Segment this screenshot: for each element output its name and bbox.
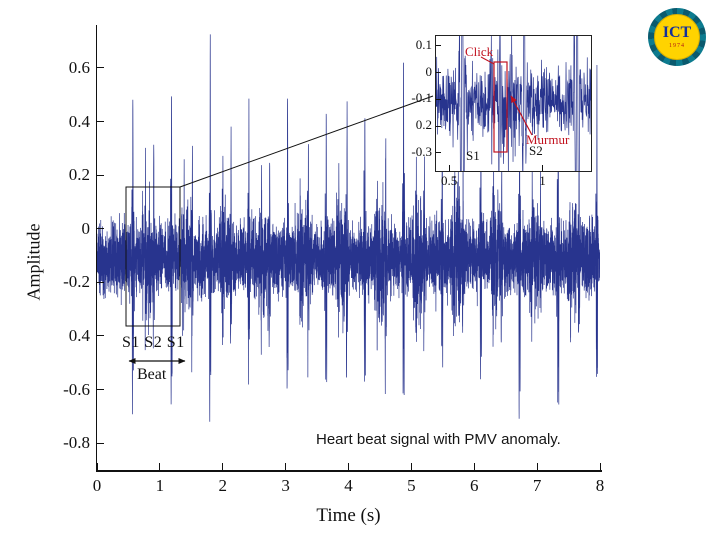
y-tick-label: 0.4 <box>68 325 90 345</box>
x-tick-label: 6 <box>470 476 479 495</box>
figure-caption: Heart beat signal with PMV anomaly. <box>316 431 561 448</box>
murmur-label: Murmur <box>526 132 570 147</box>
x-tick-label: 8 <box>595 476 605 495</box>
x-tick-label: 4 <box>344 476 353 495</box>
inset-s2-label: S2 <box>529 143 543 158</box>
y-tick-label: 0.6 <box>68 57 90 77</box>
x-tick-label: 2 <box>218 476 228 495</box>
ict-logo-year: 1974 <box>669 43 685 49</box>
click-label: Click <box>465 44 494 59</box>
y-axis-title: Amplitude <box>23 223 44 301</box>
x-axis-line <box>95 470 602 472</box>
x-axis-title: Time (s) <box>316 505 381 526</box>
y-tick-label: -0.6 <box>63 379 90 399</box>
y-tick-label: 0 <box>81 218 91 238</box>
x-tick-label: 0 <box>92 476 102 495</box>
x-tick-label: 7 <box>532 476 542 495</box>
x-tick-label: 5 <box>407 476 416 495</box>
beat-label: Beat <box>137 366 167 383</box>
ict-logo-face: ICT 1974 <box>654 14 700 60</box>
inset-s1-label: S1 <box>466 148 480 163</box>
x-tick-label: 1 <box>155 476 165 495</box>
y-tick-label: 0.4 <box>68 111 90 131</box>
y-axis-line <box>95 25 97 471</box>
ict-logo-text: ICT <box>662 24 692 41</box>
inset-signal-canvas <box>436 36 591 171</box>
y-tick-label: -0.2 <box>63 272 90 292</box>
x-tick-label: 3 <box>281 476 290 495</box>
y-tick-label: -0.8 <box>63 433 90 453</box>
s1-s2-s1-label: S1 S2 S1 <box>122 334 185 351</box>
ict-logo: ICT 1974 <box>648 8 706 66</box>
y-tick-label: 0.2 <box>68 165 90 185</box>
inset-plot: Click Murmur S1 S2 <box>435 35 592 172</box>
